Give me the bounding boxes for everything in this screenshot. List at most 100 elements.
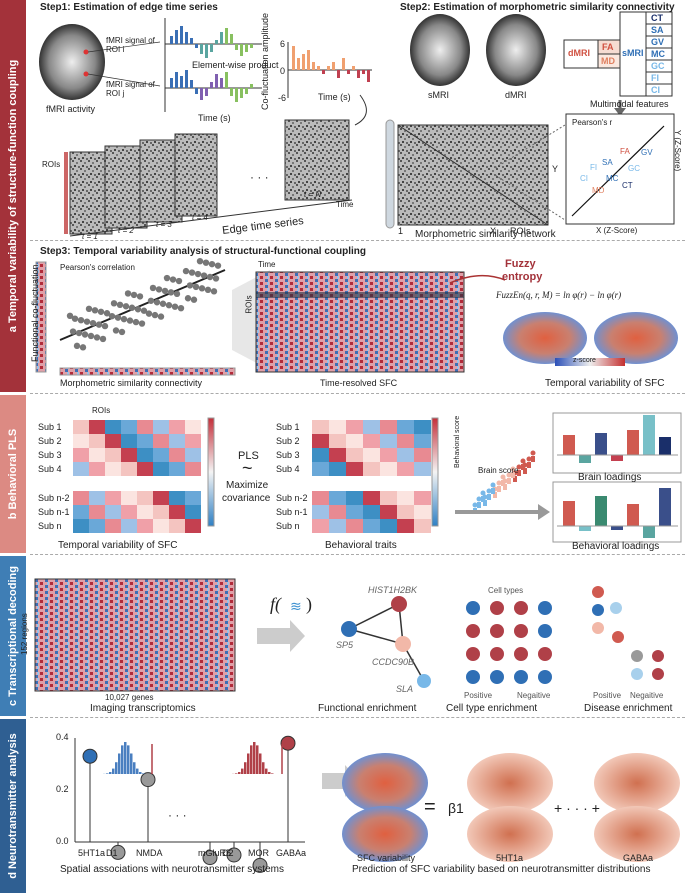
- coamp-label: Co-fluctuation amplitude: [260, 12, 270, 110]
- scatter-point: [194, 270, 202, 278]
- scatter-point: [167, 289, 175, 296]
- disease-dot: [652, 650, 664, 662]
- fa-pt: FA: [620, 147, 630, 156]
- beta1-label: β1: [448, 800, 464, 816]
- scatter-point: [155, 286, 163, 293]
- scatter-point: [147, 297, 155, 304]
- time-label-4: Time: [258, 260, 276, 269]
- pls-cell-sfc: [169, 434, 185, 448]
- fa-label: FA: [602, 42, 614, 52]
- lollipop-head: [202, 850, 218, 866]
- pls-maximize: Maximize: [226, 480, 269, 491]
- feature-box: [645, 83, 673, 97]
- pls-cell-sfc: [73, 505, 89, 519]
- sub-label-4: Sub n-2: [38, 493, 70, 503]
- tr-sfc-matrix: [255, 271, 465, 373]
- signal-i-bar: [185, 32, 188, 44]
- disease-dot: [631, 668, 643, 680]
- xlabel-d2: D2: [222, 848, 234, 858]
- signal-i-bar: [200, 44, 203, 54]
- scatter-point: [120, 315, 128, 323]
- null-hist-bar-2: [244, 762, 247, 774]
- pls-cell-beh: [363, 505, 380, 519]
- pls-cell-sfc: [121, 519, 137, 533]
- f-label: f(: [270, 594, 281, 614]
- pls-cell-sfc: [73, 519, 89, 533]
- pls-cell-sfc: [137, 491, 153, 505]
- sub2-label-6: Sub n: [276, 521, 300, 531]
- signal-j-bar: [170, 78, 173, 88]
- signal-j-bar: [235, 88, 238, 102]
- pls-label: PLS: [238, 450, 259, 462]
- pls-cell-beh: [414, 448, 431, 462]
- signal-j-bar: [240, 88, 243, 98]
- signal-i-bar: [175, 30, 178, 44]
- imaging-label: Imaging transcriptomics: [90, 703, 196, 714]
- pls-cell-beh: [329, 462, 346, 476]
- pls-cell-sfc: [153, 505, 169, 519]
- cell-dot: [538, 647, 552, 661]
- brain-score-label: Brain score: [478, 466, 519, 475]
- scatter-point: [161, 287, 169, 295]
- scatter-point: [91, 307, 99, 314]
- sub-label-3: Sub 4: [38, 464, 62, 474]
- xlabel-nmda: NMDA: [136, 848, 163, 858]
- scatter-point: [75, 329, 83, 337]
- scatter-point: [204, 286, 212, 294]
- cell-dot: [490, 670, 504, 684]
- scatter-point: [177, 304, 185, 312]
- pls-cell-sfc: [121, 434, 137, 448]
- scatter-point: [190, 296, 198, 303]
- person-body: [501, 480, 505, 486]
- smri-label: sMRI: [428, 90, 449, 100]
- sub2-label-1: Sub 2: [276, 436, 300, 446]
- t1-label: t = 1: [82, 232, 98, 241]
- scatter-point: [165, 302, 173, 309]
- person-body: [521, 464, 525, 470]
- beh-loading-bar: [563, 501, 575, 526]
- pls-cell-sfc: [185, 420, 201, 434]
- scatter-point: [163, 274, 171, 282]
- lolli-dots: · · ·: [168, 808, 187, 822]
- rois-label-1: ROIs: [42, 160, 61, 169]
- pred-label: Prediction of SFC variability based on n…: [352, 864, 651, 875]
- feature-box: [645, 71, 673, 85]
- pls-cell-beh: [312, 462, 329, 476]
- pls-cell-beh: [329, 491, 346, 505]
- disease-dot: [592, 586, 604, 598]
- pls-cell-beh: [363, 434, 380, 448]
- pls-cell-sfc: [169, 448, 185, 462]
- brain-left: [503, 312, 587, 364]
- scatter-point: [214, 262, 222, 269]
- null-hist-bar-2: [253, 742, 256, 774]
- pls-cell-sfc: [89, 434, 105, 448]
- pls-cell-beh: [312, 448, 329, 462]
- pls-cell-sfc: [89, 448, 105, 462]
- tn-label: t = N: [304, 190, 322, 199]
- signal-j-bar: [175, 72, 178, 88]
- pls-cell-sfc: [185, 462, 201, 476]
- smri-brain: [410, 14, 470, 86]
- fuzzy-label-1: Fuzzy: [505, 258, 536, 270]
- cofluct-bar: [332, 62, 335, 70]
- brain-loading-bar: [643, 415, 655, 455]
- cell-types-label: Cell types: [488, 586, 524, 595]
- signal-i-bar: [230, 34, 233, 44]
- scatter-point: [93, 334, 101, 341]
- pls-cell-beh: [329, 420, 346, 434]
- md-pt: MD: [592, 186, 605, 195]
- pls-cell-sfc: [137, 434, 153, 448]
- section-d-bar: d Neurotransmitter analysis: [0, 719, 26, 893]
- msc-label: Morphometric similarity connectivity: [60, 378, 203, 388]
- cofluct-bar: [362, 70, 365, 74]
- brain-loading-bar: [627, 430, 639, 455]
- pls-cell-beh: [414, 519, 431, 533]
- lollipop-head: [280, 735, 296, 751]
- x-axis-label: X (Z-Score): [596, 226, 638, 235]
- cofluct-bar: [357, 70, 360, 78]
- disease-enrich-label: Disease enrichment: [584, 703, 673, 714]
- pls-cell-sfc: [121, 491, 137, 505]
- pls-cell-sfc: [73, 420, 89, 434]
- y-label: Y: [552, 164, 559, 174]
- fmri-brain: [39, 24, 105, 100]
